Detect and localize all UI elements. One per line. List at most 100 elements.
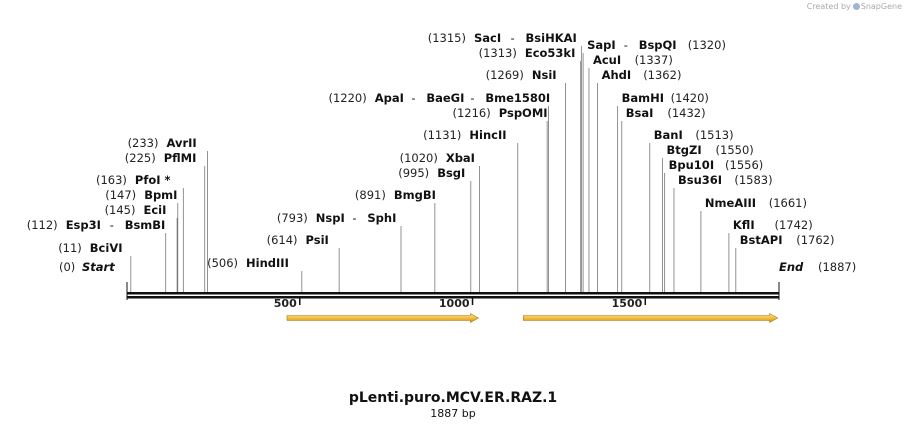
enzyme-name: BsiHKAI xyxy=(526,31,577,45)
restriction-site[interactable]: Eco53kI (1313) xyxy=(479,46,576,60)
restriction-site[interactable]: NsiI (1269) xyxy=(486,68,557,82)
site-position: (995) xyxy=(398,166,429,180)
enzyme-name: EciI xyxy=(144,203,167,217)
restriction-site[interactable]: HindIII (506) xyxy=(207,256,289,270)
site-position: (147) xyxy=(105,188,136,202)
restriction-site[interactable]: BanI (1513) xyxy=(654,128,734,142)
site-position: (1432) xyxy=(667,106,705,120)
feature-arrows xyxy=(286,312,779,324)
restriction-site[interactable]: NspI - SphI (793) xyxy=(277,211,397,225)
restriction-site[interactable]: BmgBI (891) xyxy=(355,188,436,202)
restriction-site[interactable]: Esp3I - BsmBI (112) xyxy=(27,218,166,232)
restriction-site[interactable]: EciI (145) xyxy=(105,203,167,217)
site-position: (1020) xyxy=(400,151,438,165)
enzyme-name: SphI xyxy=(367,211,396,225)
snapgene-credit: Created by SnapGene xyxy=(807,2,902,11)
dna-backbone xyxy=(126,282,780,300)
scale-tick-label: 1500 xyxy=(612,297,643,310)
restriction-site[interactable]: AvrII (233) xyxy=(128,136,197,150)
enzyme-name: BpmI xyxy=(144,188,177,202)
restriction-site[interactable]: AcuI (1337) xyxy=(593,53,673,67)
restriction-site[interactable]: BciVI (11) xyxy=(58,241,122,255)
site-position: (1362) xyxy=(643,68,681,82)
restriction-site[interactable]: PfoI * (163) xyxy=(96,173,171,187)
site-position: (1556) xyxy=(725,158,763,172)
site-position: (793) xyxy=(277,211,308,225)
enzyme-name: HindIII xyxy=(246,256,289,270)
feature-arrow-2[interactable] xyxy=(523,312,779,324)
site-position: (1337) xyxy=(635,53,673,67)
end-position: (1887) xyxy=(818,260,856,274)
restriction-site[interactable]: PspOMI (1216) xyxy=(453,106,548,120)
enzyme-name: BspQI xyxy=(639,38,677,52)
enzyme-name: SacI xyxy=(474,31,501,45)
enzyme-name: Bsu36I xyxy=(678,173,722,187)
enzyme-name: Eco53kI xyxy=(525,46,576,60)
backbone-top-strand xyxy=(127,292,779,295)
end-label: End xyxy=(779,260,804,274)
enzyme-name: Esp3I xyxy=(66,218,101,232)
enzyme-separator: - xyxy=(511,31,515,45)
credit-text: Created by xyxy=(806,2,851,11)
enzyme-name: ApaI xyxy=(375,91,404,105)
restriction-site[interactable]: Bpu10I (1556) xyxy=(669,158,764,172)
enzyme-name: PfoI * xyxy=(135,173,171,187)
restriction-site[interactable]: BpmI (147) xyxy=(105,188,177,202)
restriction-site[interactable]: PflMI (225) xyxy=(125,151,197,165)
enzyme-name: BsgI xyxy=(437,166,465,180)
restriction-site[interactable]: PsiI (614) xyxy=(267,233,329,247)
scale-tick-label: 500 xyxy=(274,297,297,310)
enzyme-separator: - xyxy=(411,91,415,105)
site-position: (112) xyxy=(27,218,58,232)
site-position: (1313) xyxy=(479,46,517,60)
enzyme-name: NmeAIII xyxy=(705,196,756,210)
restriction-site[interactable]: ApaI - BaeGI - Bme1580I(1220) xyxy=(328,91,550,105)
enzyme-name: NsiI xyxy=(532,68,557,82)
site-position: (891) xyxy=(355,188,386,202)
site-position: (145) xyxy=(105,203,136,217)
site-position: (1762) xyxy=(796,233,834,247)
enzyme-separator: - xyxy=(470,91,474,105)
restriction-site[interactable]: AhdI (1362) xyxy=(602,68,682,82)
enzyme-name: BsmBI xyxy=(125,218,166,232)
site-position: (1269) xyxy=(486,68,524,82)
site-position: (163) xyxy=(96,173,127,187)
site-position: (614) xyxy=(267,233,298,247)
enzyme-name: BtgZI xyxy=(667,143,702,157)
restriction-site[interactable]: BsgI (995) xyxy=(398,166,465,180)
scale-tick-label: 1000 xyxy=(439,297,470,310)
site-position: (1315) xyxy=(428,31,466,45)
restriction-site[interactable]: HincII (1131) xyxy=(423,128,506,142)
restriction-site[interactable]: XbaI (1020) xyxy=(400,151,475,165)
restriction-site[interactable]: BtgZI (1550) xyxy=(667,143,754,157)
enzyme-name: PsiI xyxy=(306,233,329,247)
site-position: (233) xyxy=(128,136,159,150)
enzyme-name: BanI xyxy=(654,128,683,142)
restriction-site[interactable]: BamHI (1420) xyxy=(622,91,709,105)
restriction-site[interactable]: BsaI (1432) xyxy=(626,106,706,120)
enzyme-separator: - xyxy=(624,38,628,52)
enzyme-name: BciVI xyxy=(90,241,123,255)
start-position: (0) xyxy=(59,260,75,274)
enzyme-name: BmgBI xyxy=(394,188,436,202)
enzyme-name: PspOMI xyxy=(499,106,548,120)
enzyme-name: KflI xyxy=(733,218,755,232)
enzyme-name: Bpu10I xyxy=(669,158,714,172)
feature-arrow-1[interactable] xyxy=(286,312,480,324)
enzyme-name: NspI xyxy=(316,211,345,225)
site-position: (1216) xyxy=(453,106,491,120)
site-position: (1131) xyxy=(423,128,461,142)
restriction-site[interactable]: SacI - BsiHKAI (1315) xyxy=(428,31,577,45)
site-position: (1742) xyxy=(774,218,812,232)
restriction-site[interactable]: BstAPI (1762) xyxy=(740,233,835,247)
enzyme-name: SapI xyxy=(587,38,616,52)
restriction-site[interactable]: KflI (1742) xyxy=(733,218,813,232)
site-position: (1320) xyxy=(688,38,726,52)
restriction-site[interactable]: SapI - BspQI (1320) xyxy=(587,38,726,52)
site-labels: (0) Start End (1887)BciVI(11)Esp3I - BsmBI(11… xyxy=(27,31,856,274)
enzyme-name: AcuI xyxy=(593,53,621,67)
restriction-site[interactable]: Bsu36I (1583) xyxy=(678,173,773,187)
restriction-site[interactable]: NmeAIII (1661) xyxy=(705,196,807,210)
site-position: (1513) xyxy=(695,128,733,142)
enzyme-name: Bme1580I xyxy=(485,91,550,105)
